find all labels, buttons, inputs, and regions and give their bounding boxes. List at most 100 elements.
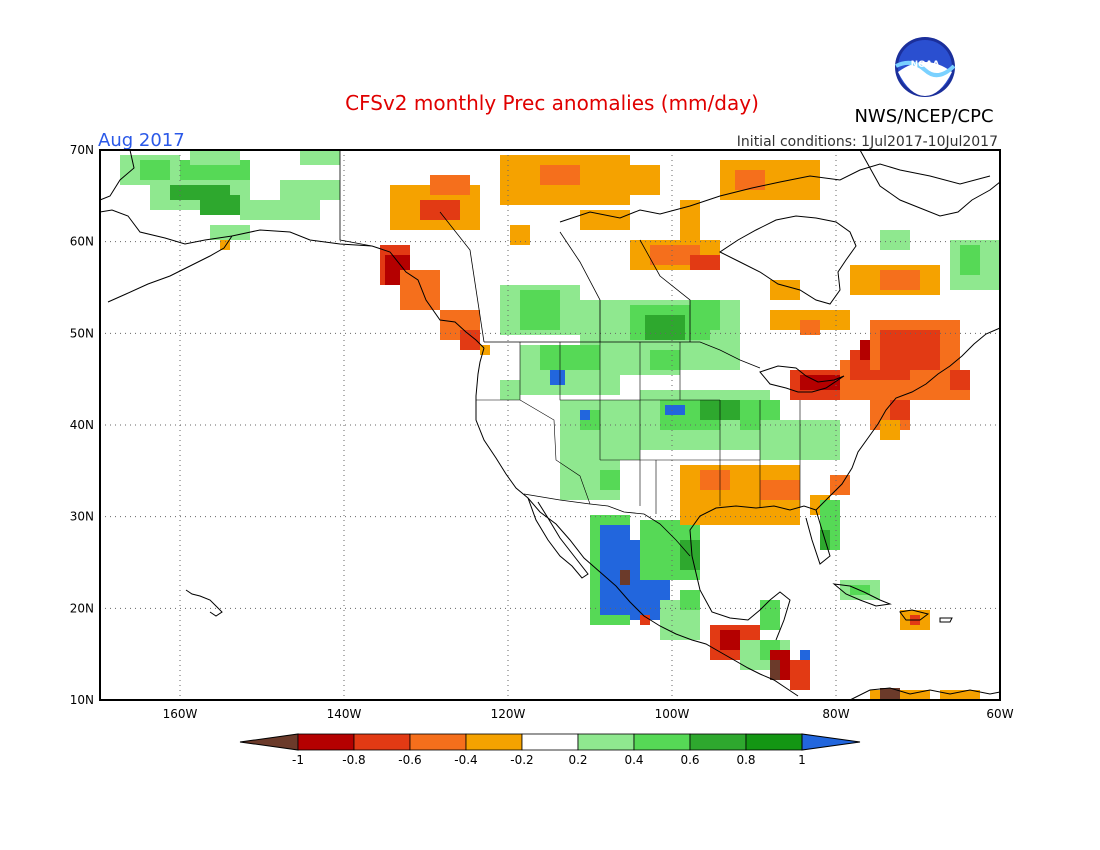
anomaly-cell [580, 410, 590, 420]
anomaly-cell [940, 690, 980, 700]
baja-california [527, 497, 589, 579]
anomaly-cell [760, 480, 800, 500]
anomaly-cell [960, 245, 980, 275]
alaska-peninsula [107, 235, 233, 303]
anomaly-cell [690, 300, 720, 330]
map-frame [99, 149, 1001, 701]
anomaly-cell [650, 350, 680, 370]
colorbar-swatch [521, 733, 579, 751]
colorbar-tick-label: -0.4 [454, 753, 477, 767]
arctic-islands [559, 163, 991, 223]
colorbar-swatch [353, 733, 411, 751]
anomaly-cell [190, 150, 240, 165]
colorbar-legend [239, 733, 861, 751]
us-canada-border [484, 341, 761, 369]
anomaly-cell [830, 475, 850, 495]
anomaly-cell [680, 200, 700, 240]
longitude-label: 120W [491, 707, 526, 721]
latitude-label: 50N [70, 326, 94, 340]
anomaly-cell [645, 315, 685, 340]
anomaly-cell [500, 380, 520, 400]
agency-label: NWS/NCEP/CPC [854, 106, 993, 127]
canada-provinces [339, 150, 691, 343]
us-state-lines [476, 342, 801, 514]
anomaly-cell [240, 200, 320, 220]
anomaly-cell [950, 370, 970, 390]
anomaly-cell [880, 420, 900, 440]
colorbar-swatch [745, 733, 803, 751]
coastlines [99, 149, 1001, 701]
colorbar-tick-label: 1 [798, 753, 806, 767]
colorbar-tick-label: 0.6 [680, 753, 699, 767]
anomaly-cell [460, 330, 480, 350]
anomaly-cell [665, 405, 685, 415]
longitude-label: 140W [327, 707, 362, 721]
anomaly-cell [880, 688, 900, 700]
graticule [100, 150, 1000, 700]
longitude-label: 60W [986, 707, 1013, 721]
anomaly-cell [720, 630, 740, 650]
anomaly-cells [120, 150, 1000, 700]
anomaly-cell [620, 570, 630, 585]
longitude-labels: 160W 140W 120W 100W 80W 60W [163, 707, 1014, 721]
anomaly-cell [700, 470, 730, 490]
colorbar-tick-label: -0.2 [510, 753, 533, 767]
anomaly-cell [280, 180, 340, 200]
noaa-logo-text: NOAA [911, 60, 940, 70]
anomaly-cell [880, 330, 940, 370]
anomaly-cell [400, 270, 440, 310]
anomaly-cell [790, 660, 810, 690]
anomaly-cell [760, 600, 780, 630]
period-label: Aug 2017 [98, 130, 185, 151]
longitude-label: 80W [822, 707, 849, 721]
west-coast [475, 347, 799, 697]
alaska-north [99, 149, 135, 201]
colorbar-swatch [689, 733, 747, 751]
colorbar-swatch [297, 733, 355, 751]
anomaly-cell [480, 345, 490, 355]
anomaly-cell [680, 540, 700, 570]
latitude-label: 70N [70, 143, 94, 157]
colorbar-labels: -1 -0.8 -0.6 -0.4 -0.2 0.2 0.4 0.6 0.8 1 [292, 753, 806, 767]
anomaly-cell [550, 370, 565, 385]
colorbar-swatch [577, 733, 635, 751]
anomaly-cell [540, 345, 600, 370]
anomaly-cell [800, 375, 840, 390]
anomaly-cell [420, 200, 460, 220]
latitude-labels: 70N 60N 50N 40N 30N 20N 10N [70, 143, 94, 707]
alaska-coast [99, 209, 485, 349]
great-lakes [759, 365, 845, 393]
puerto-rico [939, 617, 953, 623]
colorbar-tick-label: 0.8 [736, 753, 755, 767]
anomaly-cell [680, 590, 700, 610]
cuba [832, 583, 892, 607]
anomaly-cell [735, 170, 765, 190]
anomaly-cell [620, 165, 660, 195]
anomaly-cell [770, 280, 800, 300]
latitude-label: 10N [70, 693, 94, 707]
anomaly-cell [880, 230, 910, 250]
anomaly-cell [770, 660, 780, 680]
longitude-label: 100W [655, 707, 690, 721]
colorbar-tick-label: 0.4 [624, 753, 643, 767]
colorbar-tick-label: -0.8 [342, 753, 365, 767]
colorbar-swatch [409, 733, 467, 751]
longitude-label: 160W [163, 707, 198, 721]
yucatan [691, 555, 791, 641]
colorbar-low-arrow [239, 733, 299, 751]
anomaly-cell [600, 470, 620, 490]
anomaly-cell [540, 165, 580, 185]
greenland-coast [859, 149, 1001, 217]
anomaly-cell [140, 160, 170, 180]
anomaly-cell [680, 340, 740, 370]
noaa-logo: NOAA [895, 37, 956, 97]
anomaly-cell [650, 245, 700, 265]
us-mexico-border [523, 493, 691, 557]
south-america-coast [849, 687, 1001, 701]
hudson-bay [719, 215, 857, 305]
colorbar-swatch [465, 733, 523, 751]
anomaly-cell [880, 270, 920, 290]
anomaly-cell [200, 195, 240, 215]
colorbar-tick-label: -1 [292, 753, 304, 767]
anomaly-cell [580, 210, 630, 230]
